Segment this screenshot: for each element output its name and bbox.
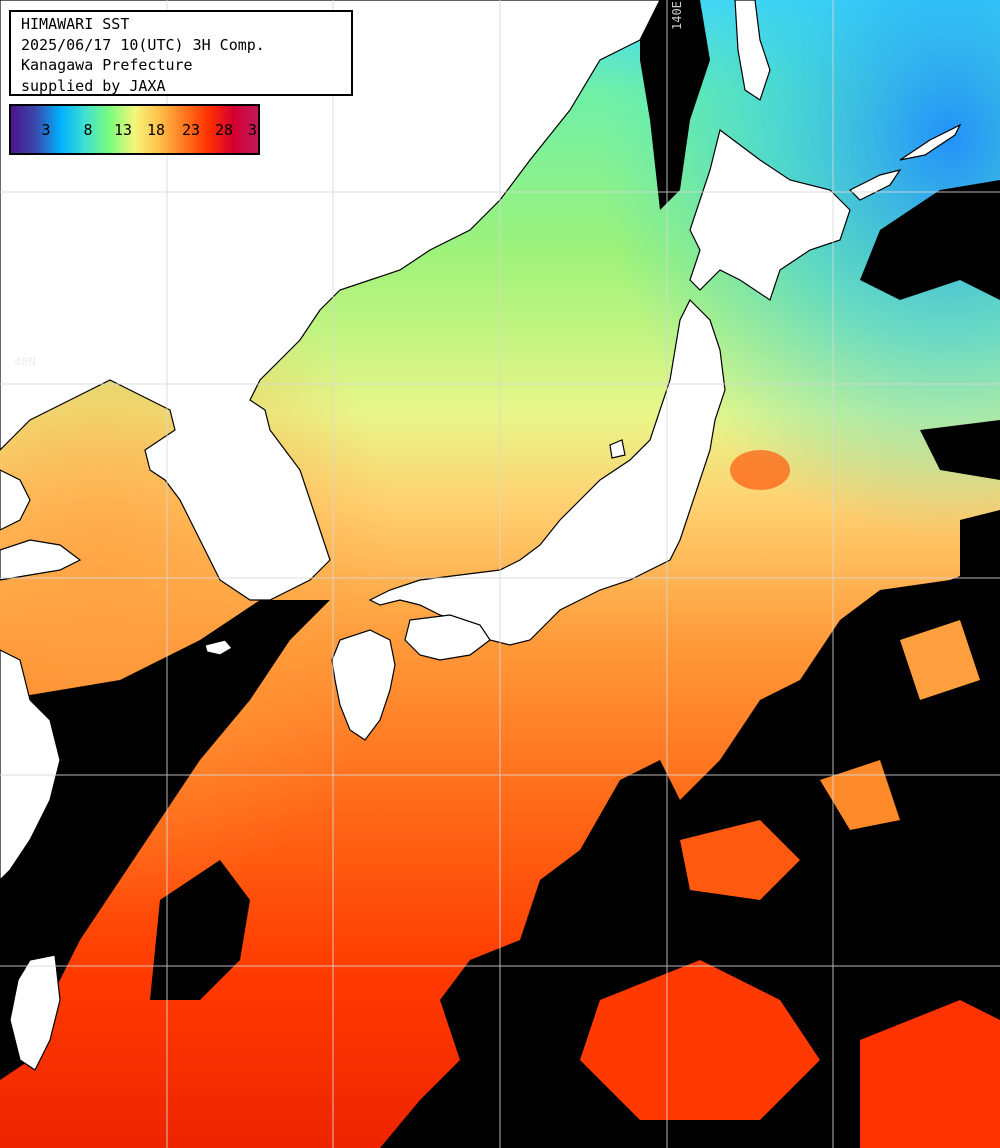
legend-tick-3: 3 [41, 121, 51, 139]
legend-tick-labels: 3 8 13 18 23 28 33 [11, 106, 258, 153]
lat-label: 40N [14, 355, 36, 369]
legend-tick-13: 13 [113, 121, 133, 139]
legend-color-bar [11, 106, 258, 153]
lon-label: 140E [670, 1, 684, 30]
info-box: HIMAWARI SST 2025/06/17 10(UTC) 3H Comp.… [9, 10, 353, 96]
hokkaido [689, 128, 851, 301]
temperature-legend: 3 8 13 18 23 28 33 [9, 104, 260, 155]
china-coast [0, 469, 31, 531]
kuril-islands [899, 123, 962, 161]
legend-tick-18: 18 [146, 121, 166, 139]
supplier-label: supplied by JAXA [21, 76, 166, 95]
legend-tick-33: 33 [247, 121, 258, 139]
china-east-coast [0, 649, 61, 881]
prefecture-label: Kanagawa Prefecture [21, 56, 193, 74]
jeju [204, 639, 233, 656]
warm-eddy [730, 450, 790, 490]
taiwan [9, 954, 61, 1071]
shikoku [404, 614, 491, 661]
legend-tick-23: 23 [181, 121, 201, 139]
timestamp: 2025/06/17 10(UTC) 3H Comp. [21, 35, 265, 54]
kyushu [331, 629, 396, 741]
honshu [368, 298, 726, 646]
product-title: HIMAWARI SST [21, 15, 130, 33]
ocean-patches [580, 620, 1000, 1148]
legend-tick-28: 28 [214, 121, 234, 139]
legend-tick-8: 8 [83, 121, 93, 139]
shandong-peninsula [0, 539, 82, 581]
sado-island [609, 439, 626, 459]
sakhalin [734, 0, 771, 101]
